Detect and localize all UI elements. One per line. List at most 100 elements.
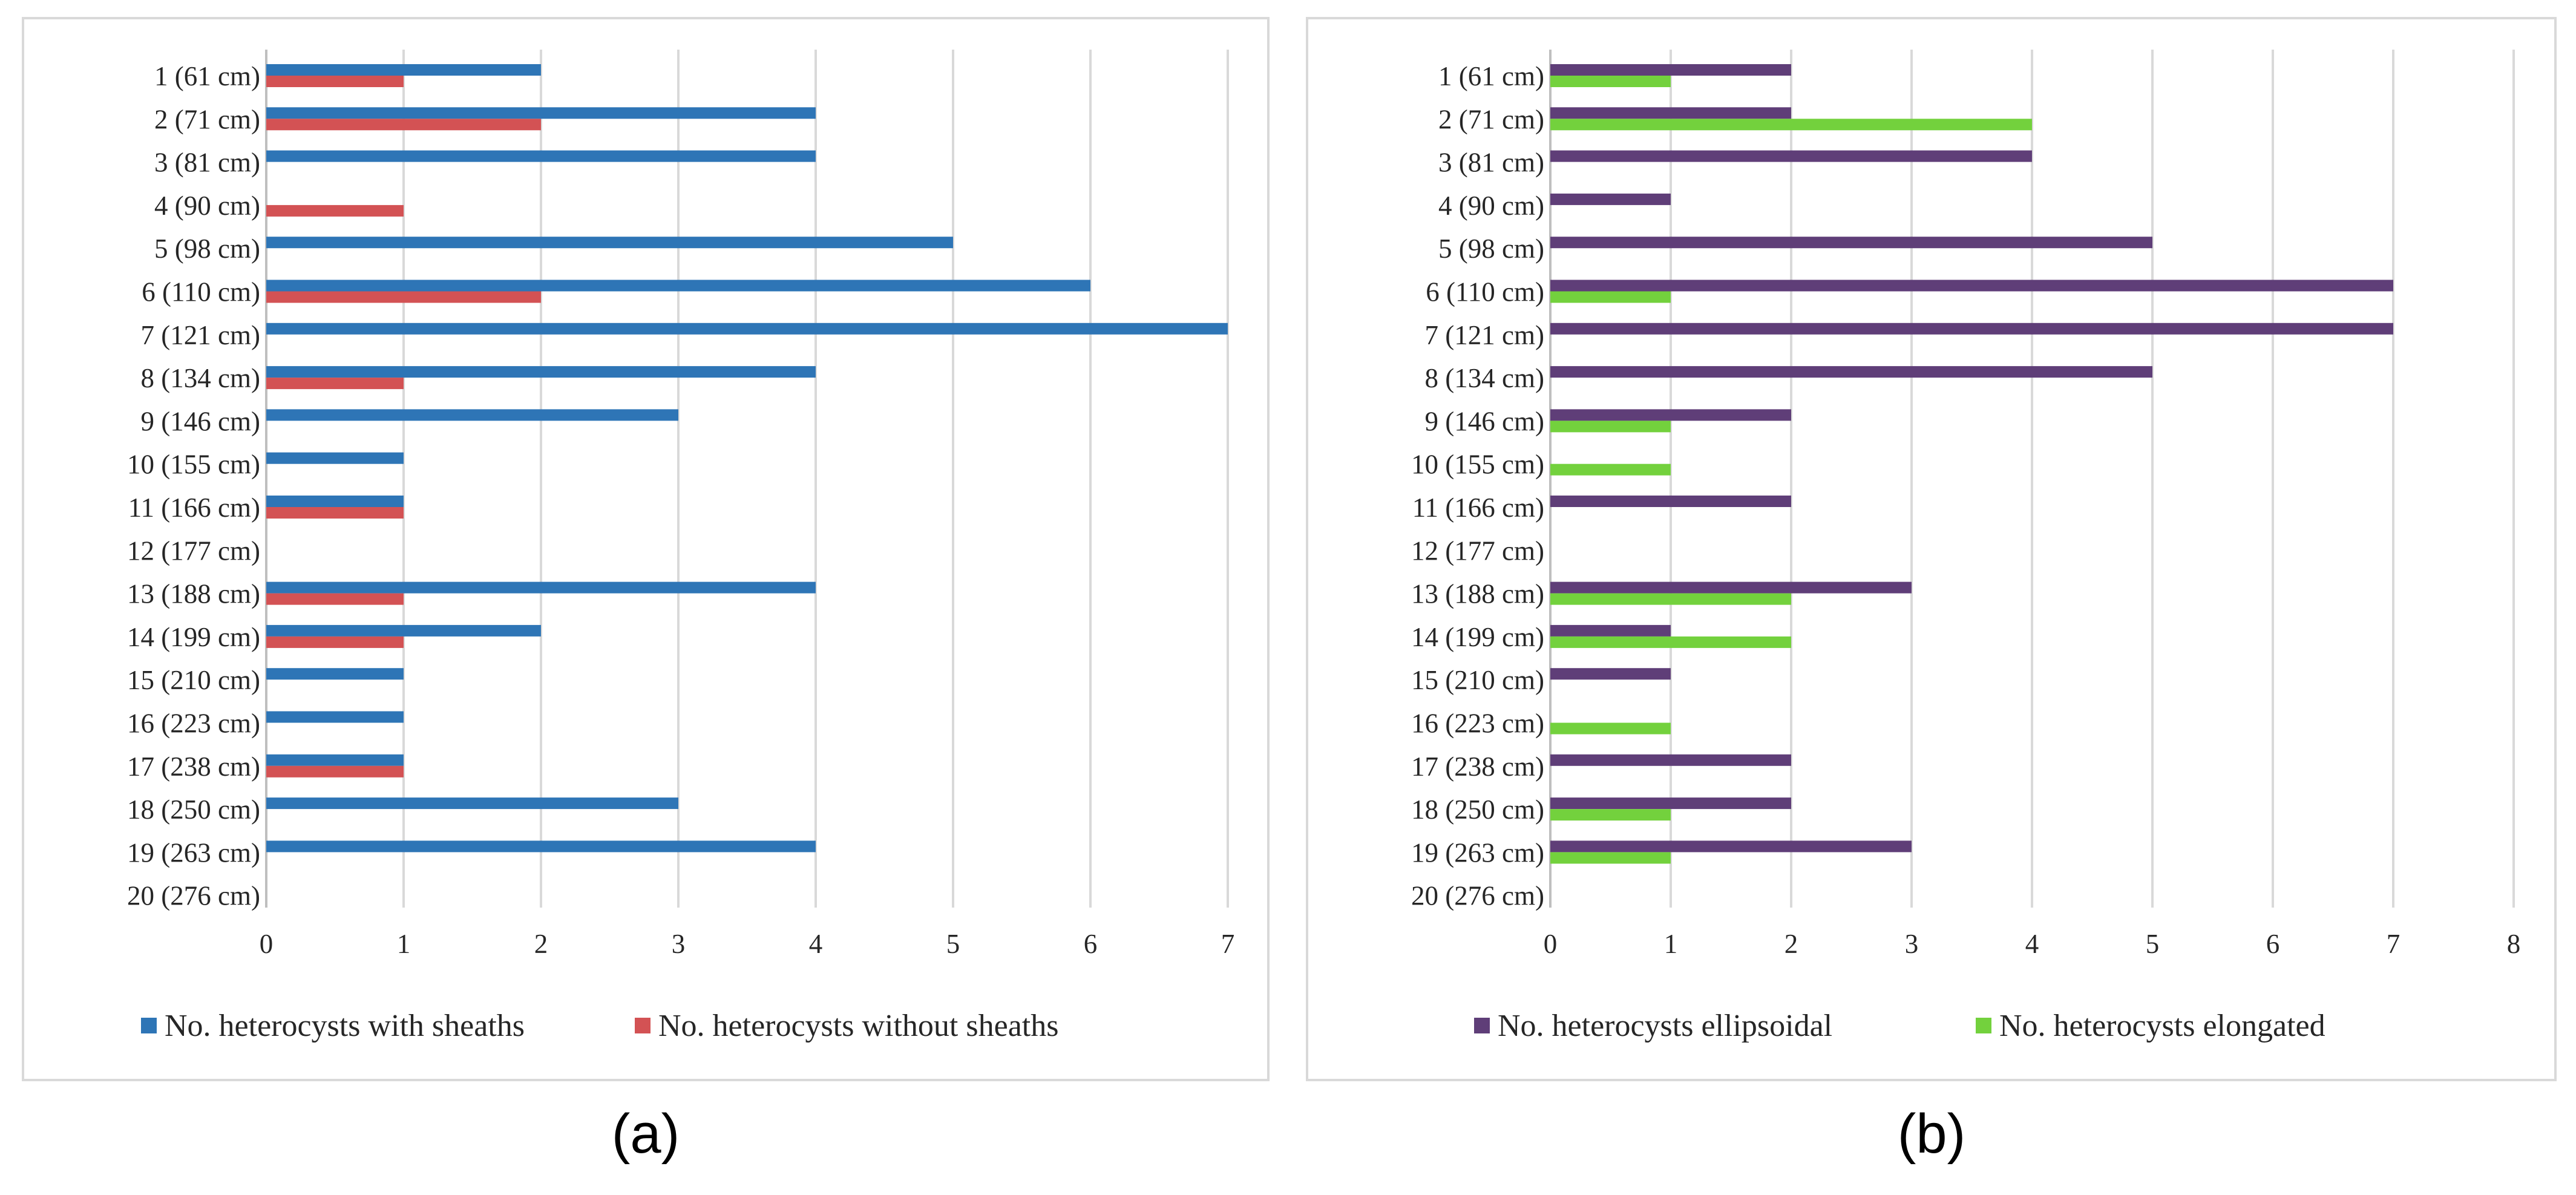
x-tick-label-1: 1 <box>397 929 411 959</box>
bar-series-2 <box>1550 291 1671 303</box>
category-label: 13 (188 cm) <box>127 579 260 609</box>
category-label: 2 (71 cm) <box>154 104 260 134</box>
x-tick-label-1: 1 <box>1664 929 1678 959</box>
panel-a-legend: No. heterocysts with sheaths No. heteroc… <box>141 1009 1058 1043</box>
bar-series-1 <box>1550 581 1912 594</box>
panel-b-chart: 1 (61 cm) 2 (71 cm) 3 (81 cm) 4 (90 cm) 5 (9… <box>1306 17 2557 1165</box>
legend-swatch-ellipsoidal <box>1474 1018 1490 1033</box>
x-tick-label-2: 2 <box>1785 929 1798 959</box>
bar-series-1 <box>266 366 816 378</box>
panel-b-frame <box>1306 17 2557 1081</box>
category-label: 10 (155 cm) <box>127 450 260 480</box>
category-label: 3 (81 cm) <box>154 148 260 178</box>
category-label: 9 (146 cm) <box>141 406 260 436</box>
bar-series-2 <box>1550 722 1671 735</box>
category-label: 11 (166 cm) <box>1412 493 1544 523</box>
category-label: 20 (276 cm) <box>127 881 260 911</box>
category-label: 12 (177 cm) <box>127 535 260 566</box>
x-tick-label-4: 4 <box>2025 929 2039 959</box>
bar-series-2 <box>1550 809 1671 821</box>
bar-series-1 <box>266 581 816 594</box>
panel-a-caption: (a) <box>612 1103 680 1165</box>
bar-series-1 <box>266 64 541 76</box>
category-label: 12 (177 cm) <box>1411 535 1544 566</box>
category-label: 7 (121 cm) <box>141 320 260 350</box>
bar-series-2 <box>266 507 404 519</box>
category-label: 13 (188 cm) <box>1411 579 1544 609</box>
legend-label-with-sheaths: No. heterocysts with sheaths <box>165 1009 525 1043</box>
bar-series-1 <box>1550 150 2032 162</box>
category-label: 11 (166 cm) <box>128 493 260 523</box>
x-tick-label-7: 7 <box>1221 929 1235 959</box>
x-tick-label-0: 0 <box>1544 929 1558 959</box>
bar-series-1 <box>266 711 404 723</box>
bar-series-1 <box>1550 237 2152 249</box>
category-label: 5 (98 cm) <box>1438 234 1544 264</box>
x-tick-label-5: 5 <box>2146 929 2160 959</box>
legend-swatch-elongated <box>1976 1018 1991 1033</box>
category-label: 14 (199 cm) <box>127 622 260 652</box>
panel-b-caption: (b) <box>1898 1103 1965 1165</box>
panel-b-legend: No. heterocysts ellipsoidal No. heterocy… <box>1474 1009 2325 1043</box>
panel-a-category-labels: 1 (61 cm) 2 (71 cm) 3 (81 cm) 4 (90 cm) 5 (9… <box>127 61 260 911</box>
bar-series-2 <box>266 593 404 605</box>
bar-series-1 <box>1550 840 1912 853</box>
bar-series-2 <box>266 765 404 778</box>
category-label: 4 (90 cm) <box>1438 191 1544 221</box>
bar-series-1 <box>1550 280 2393 292</box>
category-label: 8 (134 cm) <box>1425 363 1544 393</box>
category-label: 17 (238 cm) <box>1411 751 1544 782</box>
category-label: 16 (223 cm) <box>1411 709 1544 739</box>
bar-series-1 <box>266 107 816 119</box>
x-tick-label-3: 3 <box>672 929 686 959</box>
category-label: 18 (250 cm) <box>127 794 260 825</box>
panel-a-chart: 1 (61 cm) 2 (71 cm) 3 (81 cm) 4 (90 cm) 5 (9… <box>22 17 1270 1165</box>
bar-series-1 <box>1550 64 1791 76</box>
bar-series-1 <box>1550 668 1671 680</box>
bar-series-1 <box>1550 496 1791 507</box>
bar-series-1 <box>266 668 404 680</box>
category-label: 5 (98 cm) <box>154 234 260 264</box>
category-label: 15 (210 cm) <box>127 665 260 695</box>
panel-b-x-tick-labels: 0 1 2 3 4 5 6 7 8 <box>1544 929 2521 959</box>
x-tick-label-6: 6 <box>2266 929 2280 959</box>
category-label: 20 (276 cm) <box>1411 881 1544 911</box>
category-label: 15 (210 cm) <box>1411 665 1544 695</box>
bar-series-2 <box>266 119 541 131</box>
bar-series-1 <box>1550 366 2152 378</box>
category-label: 17 (238 cm) <box>127 751 260 782</box>
bar-series-2 <box>1550 76 1671 87</box>
x-tick-label-5: 5 <box>946 929 960 959</box>
bar-series-1 <box>1550 322 2393 335</box>
bar-series-2 <box>1550 593 1791 605</box>
bar-series-1 <box>266 452 404 464</box>
bar-series-2 <box>1550 636 1791 648</box>
bar-series-1 <box>266 280 1090 292</box>
legend-label-elongated: No. heterocysts elongated <box>1999 1009 2325 1043</box>
bar-series-1 <box>266 150 816 162</box>
bar-series-1 <box>266 797 678 810</box>
bar-series-2 <box>1550 119 2032 131</box>
x-tick-label-6: 6 <box>1084 929 1098 959</box>
x-tick-label-0: 0 <box>260 929 274 959</box>
bar-series-1 <box>266 237 953 249</box>
bar-series-2 <box>266 378 404 390</box>
x-tick-label-2: 2 <box>534 929 548 959</box>
bar-series-1 <box>1550 797 1791 810</box>
bar-series-2 <box>266 205 404 217</box>
category-label: 19 (263 cm) <box>127 837 260 868</box>
x-tick-label-4: 4 <box>809 929 823 959</box>
category-label: 16 (223 cm) <box>127 709 260 739</box>
panel-a-frame <box>22 17 1270 1081</box>
bar-series-1 <box>1550 193 1671 205</box>
bar-series-2 <box>266 76 404 87</box>
category-label: 3 (81 cm) <box>1438 148 1544 178</box>
bar-series-1 <box>266 754 404 766</box>
panel-a-x-tick-labels: 0 1 2 3 4 5 6 7 <box>260 929 1235 959</box>
legend-label-ellipsoidal: No. heterocysts ellipsoidal <box>1498 1009 1832 1043</box>
panel-b-category-labels: 1 (61 cm) 2 (71 cm) 3 (81 cm) 4 (90 cm) 5 (9… <box>1411 61 1544 911</box>
x-tick-label-3: 3 <box>1905 929 1919 959</box>
bar-series-1 <box>266 322 1228 335</box>
legend-label-without-sheaths: No. heterocysts without sheaths <box>658 1009 1058 1043</box>
